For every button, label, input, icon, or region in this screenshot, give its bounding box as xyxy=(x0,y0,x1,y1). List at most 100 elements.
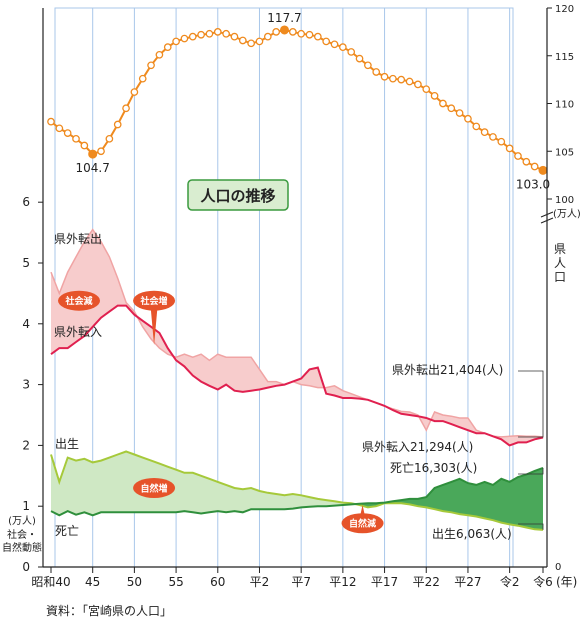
population-point xyxy=(313,32,322,41)
population-point xyxy=(80,141,89,150)
population-point xyxy=(272,28,281,36)
series-line-2 xyxy=(50,304,544,447)
population-point xyxy=(330,40,339,49)
migration-band xyxy=(51,229,543,446)
population-point xyxy=(447,104,456,113)
population-point xyxy=(230,32,239,41)
leader-line xyxy=(518,436,544,438)
population-point xyxy=(247,39,255,48)
source-note: 資料：「宮崎県の人口」 xyxy=(46,604,173,618)
population-point xyxy=(238,36,247,45)
population-point xyxy=(522,157,531,166)
population-point xyxy=(288,28,297,36)
population-highlight-point xyxy=(279,25,289,35)
right-axis-label-char: 人 xyxy=(554,256,566,270)
population-point xyxy=(155,50,164,59)
left-tick-label: 0 xyxy=(22,560,30,574)
population-point xyxy=(489,133,497,141)
chart-title: 人口の推移 xyxy=(200,187,275,205)
population-point xyxy=(180,34,189,43)
population-point xyxy=(263,32,272,41)
population-point xyxy=(414,80,422,89)
population-value-label: 117.7 xyxy=(267,11,301,25)
population-highlight-point xyxy=(538,165,548,175)
x-tick-label: 45 xyxy=(85,575,100,589)
series-end-label: 出生6,063(人) xyxy=(432,527,512,541)
population-point xyxy=(339,43,347,52)
annotation-pointer xyxy=(150,300,159,346)
population-point xyxy=(322,37,331,46)
population-point xyxy=(130,88,139,96)
population-point xyxy=(439,99,447,108)
population-point xyxy=(105,134,114,143)
x-tick-label: 平2 xyxy=(250,575,270,589)
population-point xyxy=(514,152,522,160)
population-point xyxy=(147,61,155,70)
left-tick-label: 2 xyxy=(22,438,30,452)
population-point xyxy=(197,30,205,39)
series-start-label: 出生 xyxy=(55,437,79,451)
population-point xyxy=(347,48,356,56)
x-tick-label: 令6 xyxy=(533,574,553,589)
population-point xyxy=(497,137,506,146)
right-axis-label-char: 県 xyxy=(554,242,566,256)
population-point xyxy=(530,162,539,171)
axis-break-mark xyxy=(540,211,554,218)
x-unit-label: (年) xyxy=(556,575,577,589)
population-point xyxy=(430,92,439,100)
population-point xyxy=(255,37,264,46)
population-point xyxy=(188,32,197,41)
series-line-4 xyxy=(50,466,544,517)
leader-line xyxy=(518,370,544,437)
right-tick-label: 100 xyxy=(555,195,574,206)
population-point xyxy=(122,104,130,113)
population-highlight-point xyxy=(88,149,98,159)
series-lines: 104.7 117.7 103.0 xyxy=(47,11,550,531)
population-point xyxy=(422,85,431,94)
population-point xyxy=(63,129,72,137)
population-point xyxy=(455,109,464,117)
population-point xyxy=(222,29,230,38)
population-point xyxy=(297,29,306,38)
population-point xyxy=(389,74,397,83)
left-tick-label: 3 xyxy=(22,378,30,392)
annotation-label: 社会減 xyxy=(65,295,93,307)
x-tick-label: 平27 xyxy=(454,575,481,589)
annotation-label: 自然増 xyxy=(141,482,168,494)
annotation-pill xyxy=(341,513,384,534)
series-end-label: 県外転入21,294(人) xyxy=(362,440,473,454)
x-tick-label: 平22 xyxy=(413,575,440,589)
population-point xyxy=(163,43,172,52)
population-point xyxy=(55,124,64,133)
left-tick-label: 1 xyxy=(22,499,30,513)
series-start-label: 県外転出 xyxy=(54,232,102,246)
x-tick-label: 平12 xyxy=(329,575,356,589)
population-point xyxy=(113,120,122,129)
right-axis-label-char: 口 xyxy=(554,270,566,284)
population-point xyxy=(472,122,481,131)
difference-bands xyxy=(51,229,543,530)
left-tick-label: 6 xyxy=(22,195,30,209)
axes xyxy=(42,8,554,568)
x-tick-label: 55 xyxy=(168,575,183,589)
left-axis-label: 自然動態 xyxy=(2,541,42,554)
right-tick-label: 110 xyxy=(555,100,574,111)
population-point xyxy=(364,61,372,70)
population-point xyxy=(355,54,364,63)
left-tick-label: 5 xyxy=(22,256,30,270)
population-point xyxy=(47,117,55,126)
x-tick-label: 60 xyxy=(210,575,225,589)
left-unit-label: (万人) xyxy=(8,515,36,527)
x-tick-label: 平7 xyxy=(291,575,311,589)
population-point xyxy=(138,74,147,83)
population-value-label: 103.0 xyxy=(516,177,550,191)
population-point xyxy=(97,147,105,156)
axis-break-mark xyxy=(540,217,554,224)
annotation-label: 社会増 xyxy=(140,295,168,307)
natural-increase-band xyxy=(51,451,360,516)
natural-decrease-band xyxy=(359,467,543,530)
annotation-pill xyxy=(58,290,101,311)
